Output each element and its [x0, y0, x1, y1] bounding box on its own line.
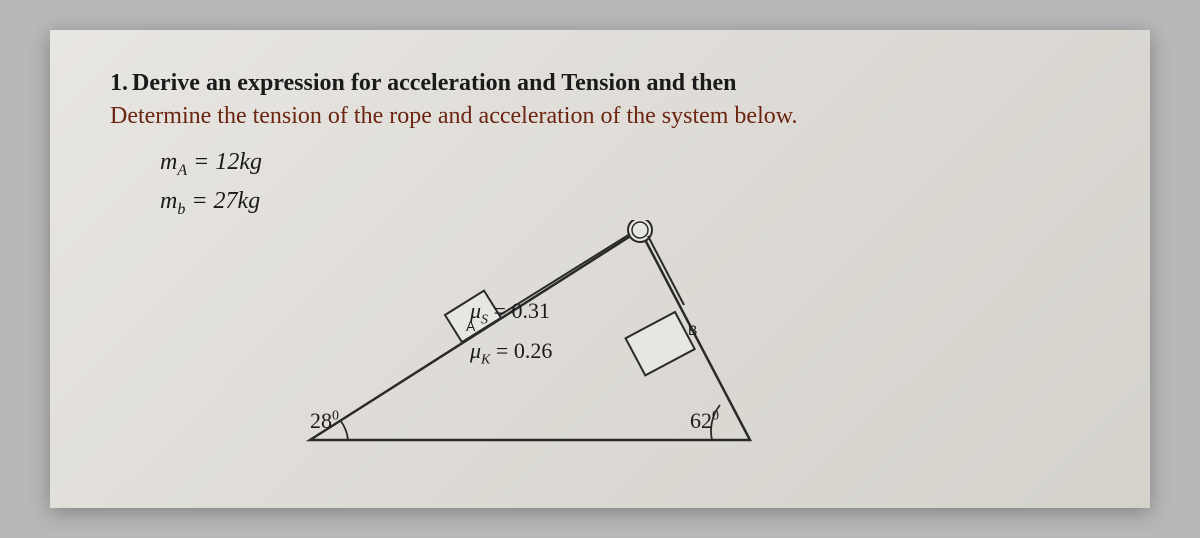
mass-b: mb = 27kg: [160, 183, 1090, 222]
rope-b: [648, 236, 684, 305]
mass-a: mA = 12kg: [160, 144, 1090, 183]
problem-number: 1.: [110, 70, 128, 96]
angle-left-value: 28: [310, 408, 332, 433]
angle-left-label: 280: [310, 408, 339, 434]
problem-subtitle: Determine the tension of the rope and ac…: [110, 103, 1090, 130]
angle-right-label: 620: [690, 408, 719, 434]
problem-title: Derive an expression for acceleration an…: [132, 70, 736, 96]
block-b: [626, 312, 695, 375]
block-b-text: B: [688, 322, 697, 338]
mu-k-label: μK = 0.26: [470, 338, 552, 368]
problem-heading: 1. Derive an expression for acceleration…: [110, 70, 1090, 97]
mu-k-value: 0.26: [514, 338, 553, 363]
diagram-container: μS = 0.31 μK = 0.26 280 620 A B: [270, 220, 790, 480]
mu-s-label: μS = 0.31: [470, 298, 550, 328]
mu-s-value: 0.31: [511, 298, 550, 323]
given-values: mA = 12kg mb = 27kg: [160, 144, 1090, 222]
block-a-text: A: [466, 318, 475, 334]
paper-surface: 1. Derive an expression for acceleration…: [50, 30, 1150, 508]
angle-right-value: 62: [690, 408, 712, 433]
angle-arc-left: [340, 420, 348, 440]
